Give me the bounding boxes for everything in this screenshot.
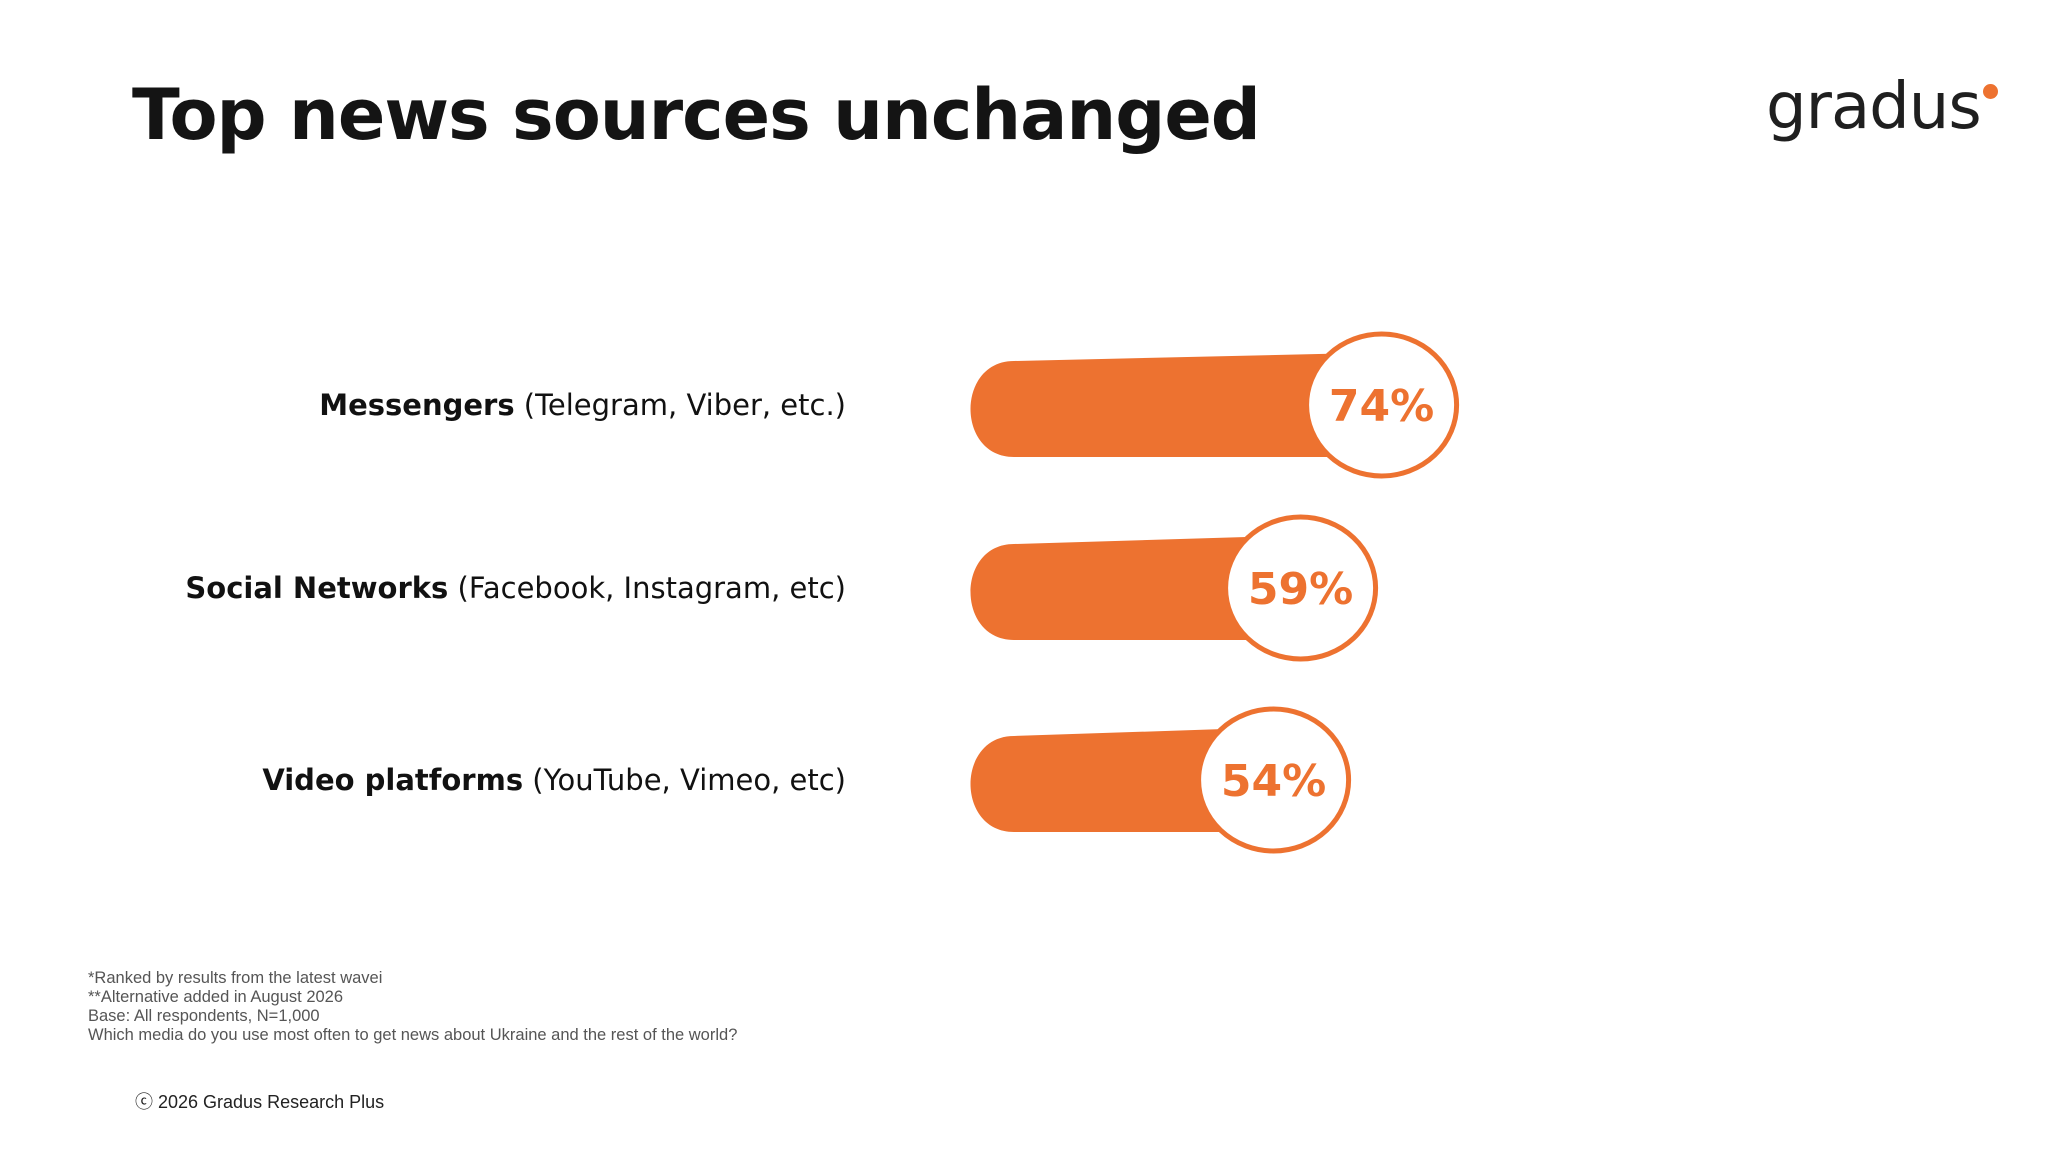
footnote-question: Which media do you use most often to get… [88,1026,738,1044]
logo-dot [1983,84,1998,99]
bar [970,353,1362,457]
category-detail: (YouTube, Vimeo, etc) [523,763,846,797]
bar [970,536,1281,640]
category-name: Social Networks [185,571,449,605]
category-label: Messengers (Telegram, Viber, etc.) [319,388,846,422]
footnote-base: Base: All respondents, N=1,000 [88,1007,320,1025]
category-name: Video platforms [262,763,524,797]
value-label: 59% [1248,564,1353,615]
gradus-logo: gradus [1766,70,1982,144]
page-title: Top news sources unchanged [132,74,1261,156]
value-label: 54% [1221,756,1326,807]
category-name: Messengers [319,388,515,422]
value-bubble [1223,514,1379,662]
value-bubble [1304,331,1460,479]
category-detail: (Facebook, Instagram, etc) [448,571,846,605]
category-detail: (Telegram, Viber, etc.) [514,388,846,422]
category-label: Video platforms (YouTube, Vimeo, etc) [262,763,846,797]
footnote-alternative: **Alternative added in August 2026 [88,988,344,1006]
copyright-notice: ⓒ 2026 Gradus Research Plus [135,1092,385,1112]
bar [970,728,1254,832]
footnotes: *Ranked by results from the latest wavei… [88,969,737,1045]
value-bubble [1196,706,1352,854]
footnote-ranking: *Ranked by results from the latest wavei [88,969,383,987]
value-label: 74% [1329,381,1434,432]
category-label: Social Networks (Facebook, Instagram, et… [185,571,846,605]
